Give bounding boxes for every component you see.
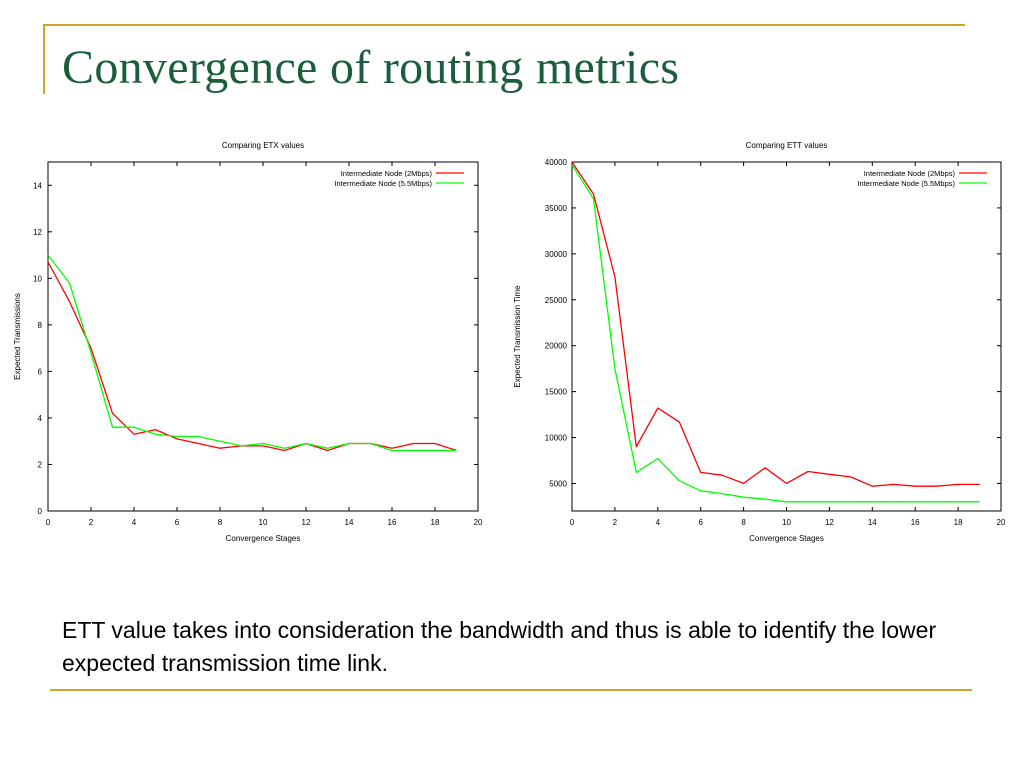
y-tick-label: 10 — [33, 274, 42, 283]
x-tick-label: 20 — [474, 518, 483, 527]
x-tick-label: 12 — [302, 518, 311, 527]
x-tick-label: 6 — [698, 518, 703, 527]
x-tick-label: 10 — [782, 518, 791, 527]
series-line-1 — [571, 161, 980, 487]
title-accent-line — [43, 24, 965, 26]
series-line-1 — [47, 261, 457, 452]
chart-svg: Comparing ETT values 0 2 4 6 8 10 12 14 16 18 20 500… — [513, 141, 1006, 543]
series-line-2 — [571, 164, 980, 503]
legend-label: Intermediate Node (5.5Mbps) — [334, 179, 432, 188]
chart-ett: Comparing ETT values 0 2 4 6 8 10 12 14 16 18 20 500… — [503, 134, 1024, 554]
x-tick-label: 18 — [954, 518, 963, 527]
y-axis-label: Expected Transmissions — [13, 293, 22, 380]
slide-caption: ETT value takes into consideration the b… — [62, 617, 937, 676]
y-tick-label: 35000 — [545, 204, 568, 213]
title-accent-bar — [43, 26, 45, 94]
plot-frame — [47, 161, 479, 512]
chart-svg: Comparing ETX values 0 2 4 6 8 10 12 14 16 18 20 0 2 4… — [13, 141, 483, 543]
y-axis-label: Expected Transmission Time — [513, 285, 522, 388]
y-tick-label: 40000 — [545, 158, 568, 167]
legend-label: Intermediate Node (2Mbps) — [864, 169, 956, 178]
y-tick-label: 5000 — [549, 479, 567, 488]
x-tick-label: 4 — [656, 518, 661, 527]
y-tick-label: 15000 — [545, 388, 568, 397]
y-tick-label: 20000 — [545, 342, 568, 351]
bottom-accent-line — [50, 689, 972, 691]
x-tick-label: 18 — [431, 518, 440, 527]
x-tick-label: 12 — [825, 518, 834, 527]
legend-label: Intermediate Node (2Mbps) — [341, 169, 433, 178]
slide-title: Convergence of routing metrics — [62, 41, 680, 94]
x-tick-label: 16 — [388, 518, 397, 527]
x-tick-label: 8 — [218, 518, 223, 527]
x-tick-label: 14 — [868, 518, 877, 527]
plot-frame — [571, 161, 1002, 512]
x-axis-label: Convergence Stages — [749, 534, 824, 543]
chart-title: Comparing ETX values — [222, 141, 304, 150]
x-axis-label: Convergence Stages — [226, 534, 301, 543]
x-tick-label: 6 — [175, 518, 180, 527]
y-tick-label: 14 — [33, 181, 42, 190]
y-tick-label: 8 — [38, 321, 43, 330]
chart-title: Comparing ETT values — [746, 141, 828, 150]
y-tick-label: 2 — [38, 460, 43, 469]
x-tick-label: 4 — [132, 518, 137, 527]
y-tick-label: 4 — [38, 414, 43, 423]
x-tick-label: 20 — [997, 518, 1006, 527]
y-tick-label: 10000 — [545, 434, 568, 443]
x-tick-label: 0 — [570, 518, 575, 527]
x-tick-label: 2 — [89, 518, 94, 527]
y-tick-label: 0 — [38, 507, 43, 516]
y-tick-label: 6 — [38, 367, 43, 376]
x-tick-label: 0 — [46, 518, 51, 527]
x-tick-label: 16 — [911, 518, 920, 527]
y-tick-label: 30000 — [545, 250, 568, 259]
x-tick-label: 8 — [741, 518, 746, 527]
x-tick-label: 14 — [345, 518, 354, 527]
legend-label: Intermediate Node (5.5Mbps) — [857, 179, 955, 188]
series-line-2 — [47, 254, 457, 452]
y-tick-label: 12 — [33, 228, 42, 237]
x-tick-label: 2 — [613, 518, 618, 527]
y-tick-label: 25000 — [545, 296, 568, 305]
chart-etx: Comparing ETX values 0 2 4 6 8 10 12 14 16 18 20 0 2 4… — [0, 134, 500, 554]
x-tick-label: 10 — [259, 518, 268, 527]
